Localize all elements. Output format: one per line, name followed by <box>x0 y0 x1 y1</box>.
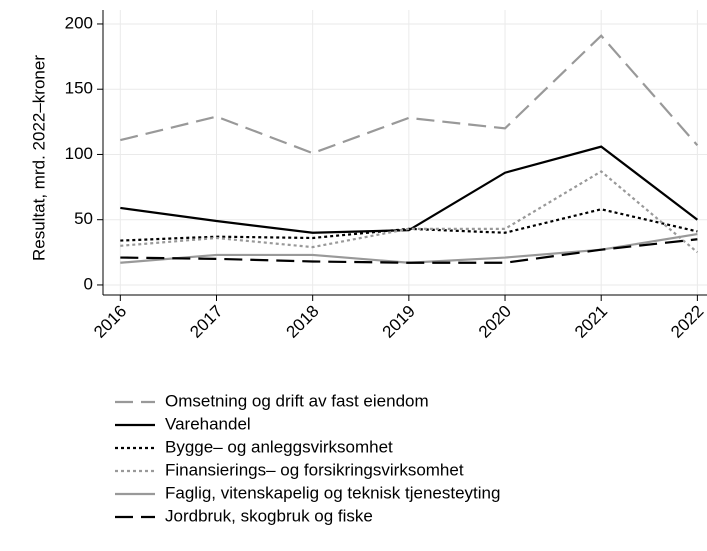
x-tick-label: 2020 <box>475 302 515 342</box>
x-tick-label: 2021 <box>571 302 611 342</box>
legend-label: Finansierings– og forsikringsvirksomhet <box>165 460 464 479</box>
legend-label: Varehandel <box>165 414 251 433</box>
y-tick-label: 50 <box>74 209 93 228</box>
x-tick-label: 2018 <box>282 302 322 342</box>
legend-label: Omsetning og drift av fast eiendom <box>165 391 429 410</box>
y-tick-label: 200 <box>65 13 93 32</box>
y-tick-label: 100 <box>65 144 93 163</box>
y-axis-label: Resultat, mrd. 2022–kroner <box>29 55 48 261</box>
x-tick-label: 2016 <box>90 302 130 342</box>
data-line <box>120 238 698 264</box>
data-line <box>120 170 699 254</box>
data-line <box>120 145 699 234</box>
legend-label: Jordbruk, skogbruk og fiske <box>165 506 373 525</box>
legend-label: Bygge– og anleggsvirksomhet <box>165 437 393 456</box>
x-tick-label: 2017 <box>186 302 226 342</box>
y-tick-label: 150 <box>65 79 93 98</box>
data-line <box>120 208 698 242</box>
data-line <box>120 34 699 155</box>
x-tick-label: 2019 <box>379 302 419 342</box>
legend-label: Faglig, vitenskapelig og teknisk tjenest… <box>165 483 500 502</box>
x-tick-label: 2022 <box>667 302 707 342</box>
y-tick-label: 0 <box>84 274 93 293</box>
